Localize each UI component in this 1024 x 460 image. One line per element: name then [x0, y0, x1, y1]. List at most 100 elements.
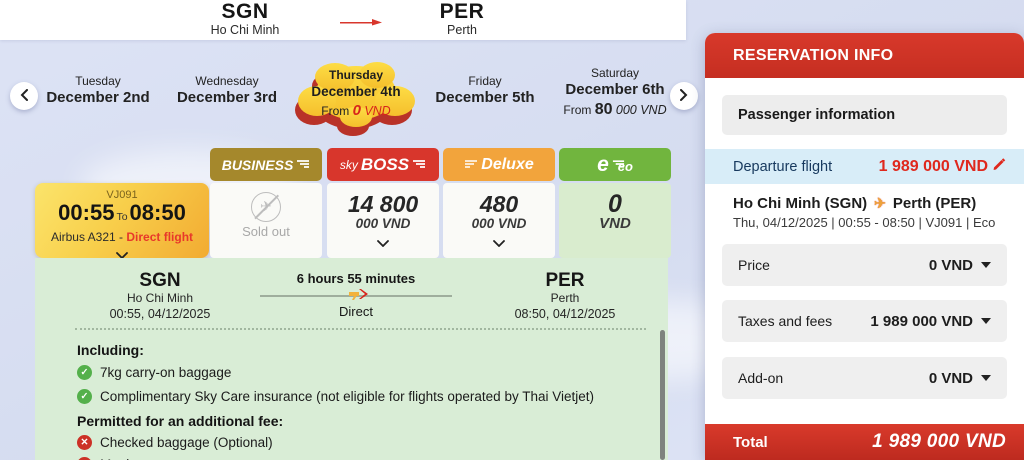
- eco-logo-co: co: [617, 159, 633, 174]
- aircraft-type: Airbus A321 -: [50, 230, 124, 244]
- date-day: Saturday: [590, 66, 640, 80]
- flight-times: 00:55 To08:50: [35, 201, 209, 229]
- destination-block: PER Perth: [400, 0, 524, 38]
- total-value: 1 989 000 VND: [872, 431, 1006, 452]
- price-value: 80: [594, 101, 613, 118]
- passenger-information-section[interactable]: Passenger information: [722, 95, 1007, 135]
- fee-title: Permitted for an additional fee:: [77, 413, 284, 429]
- price-label: Price: [738, 257, 770, 273]
- aircraft-info: Airbus A321 - Direct flight: [35, 230, 209, 244]
- date-day: Tuesday: [75, 74, 121, 88]
- date-tab-dec5[interactable]: Friday December 5th: [422, 74, 548, 107]
- list-item: ✓ Complimentary Sky Care insurance (not …: [77, 389, 638, 404]
- scrollbar[interactable]: [660, 330, 665, 460]
- taxes-and-fees-row[interactable]: Taxes and fees 1 989 000 VND: [722, 300, 1007, 342]
- origin-block: SGN Ho Chi Minh: [180, 1, 310, 38]
- fare-amount: 14 800: [347, 191, 419, 217]
- date-day: Wednesday: [195, 74, 259, 88]
- fee-item-text: Checked baggage (Optional): [100, 435, 273, 450]
- date-day: Friday: [468, 74, 502, 88]
- fare-header-skyboss: sky BOSS: [327, 148, 439, 181]
- total-label: Total: [733, 433, 768, 451]
- wing-icon: [296, 156, 310, 174]
- date-day: Thursday: [328, 68, 383, 82]
- eco-logo-e: e: [597, 152, 609, 176]
- reservation-panel: RESERVATION INFO Passenger information D…: [705, 33, 1024, 460]
- reservation-title: RESERVATION INFO: [733, 46, 894, 64]
- fare-cell-eco-selected[interactable]: 0 VND: [559, 183, 671, 258]
- carousel-next-button[interactable]: [670, 82, 698, 110]
- stops-label: Direct: [339, 304, 373, 319]
- fare-unit: VND: [599, 215, 631, 232]
- route-destination: Perth (PER): [892, 195, 977, 212]
- origin-datetime: 00:55, 04/12/2025: [109, 307, 211, 321]
- sold-out-icon: ✈: [251, 192, 281, 222]
- speed-lines-icon: [464, 156, 478, 174]
- fare-amount: 480: [479, 191, 519, 217]
- direct-flight-label: Direct flight: [126, 230, 194, 244]
- chevron-left-icon: [20, 88, 28, 104]
- destination-code: PER: [439, 0, 485, 23]
- inclusions-section: Including: ✓ 7kg carry-on baggage ✓ Comp…: [77, 338, 638, 460]
- date-tab-dec3[interactable]: Wednesday December 3rd: [164, 74, 290, 107]
- arrive-time: 08:50: [129, 200, 186, 225]
- fare-unit: 000 VND: [471, 216, 527, 231]
- date-price: From 0 VND: [321, 102, 391, 119]
- check-icon: ✓: [77, 365, 92, 380]
- edit-icon[interactable]: [992, 157, 1006, 176]
- wing-icon: [412, 156, 426, 174]
- price-suffix: 000 VND: [615, 103, 667, 117]
- reservation-header: RESERVATION INFO: [705, 33, 1024, 78]
- date-label: December 2nd: [46, 89, 150, 106]
- destination-datetime: 08:50, 04/12/2025: [514, 307, 616, 321]
- list-item: ✕ Checked baggage (Optional): [77, 435, 638, 450]
- fare-header-eco: e co: [559, 148, 671, 181]
- date-tab-dec2[interactable]: Tuesday December 2nd: [35, 74, 161, 107]
- add-on-row[interactable]: Add-on 0 VND: [722, 357, 1007, 399]
- business-logo: BUSINESS: [221, 156, 294, 173]
- fare-cell-skyboss[interactable]: 14 800 000 VND: [327, 183, 439, 258]
- date-tab-dec6[interactable]: Saturday December 6th From 80 000 VND: [550, 66, 680, 119]
- date-label: December 4th: [311, 84, 401, 99]
- detail-origin: SGN Ho Chi Minh 00:55, 04/12/2025: [75, 270, 245, 322]
- sold-out-label: Sold out: [242, 224, 290, 239]
- chevron-down-icon[interactable]: [327, 234, 439, 252]
- chevron-down-icon[interactable]: [443, 234, 555, 252]
- duration-label: 6 hours 55 minutes: [296, 271, 416, 286]
- fee-item-text: Meals: [100, 457, 136, 460]
- carousel-prev-button[interactable]: [10, 82, 38, 110]
- add-on-value: 0 VND: [928, 369, 973, 387]
- date-label: December 3rd: [176, 89, 278, 106]
- to-label: To: [116, 211, 128, 223]
- flight-card[interactable]: VJ091 00:55 To08:50 Airbus A321 - Direct …: [35, 183, 209, 260]
- chevron-down-icon[interactable]: [981, 318, 991, 324]
- fare-cell-business[interactable]: ✈ Sold out: [210, 183, 322, 258]
- route-origin: Ho Chi Minh (SGN): [733, 195, 868, 212]
- taxes-label: Taxes and fees: [738, 313, 833, 329]
- date-label: December 5th: [435, 89, 535, 106]
- fare-amount: 0: [608, 190, 622, 218]
- wing-icon: [612, 156, 625, 174]
- destination-city: Perth: [550, 291, 580, 305]
- add-on-label: Add-on: [738, 370, 784, 386]
- skyboss-logo-prefix: sky: [339, 157, 358, 172]
- origin-city: Ho Chi Minh: [126, 291, 194, 305]
- fare-header-business: BUSINESS: [210, 148, 322, 181]
- check-icon: ✓: [77, 389, 92, 404]
- chevron-down-icon[interactable]: [981, 375, 991, 381]
- chevron-down-icon[interactable]: [981, 262, 991, 268]
- fare-header-deluxe: Deluxe: [443, 148, 555, 181]
- chevron-right-icon: [680, 88, 688, 104]
- destination-code: PER: [545, 270, 585, 291]
- price-value: 0: [352, 102, 361, 119]
- origin-city: Ho Chi Minh: [210, 23, 280, 37]
- depart-time: 00:55: [58, 200, 115, 225]
- date-label: December 6th: [565, 81, 665, 98]
- cloud-shape: [295, 62, 415, 136]
- plane-icon: [343, 286, 369, 307]
- price-row[interactable]: Price 0 VND: [722, 244, 1007, 286]
- fare-cell-deluxe[interactable]: 480 000 VND: [443, 183, 555, 258]
- date-tab-dec4-selected[interactable]: Thursday December 4th From 0 VND: [291, 53, 421, 143]
- route-header: SGN Ho Chi Minh PER Perth: [0, 0, 686, 40]
